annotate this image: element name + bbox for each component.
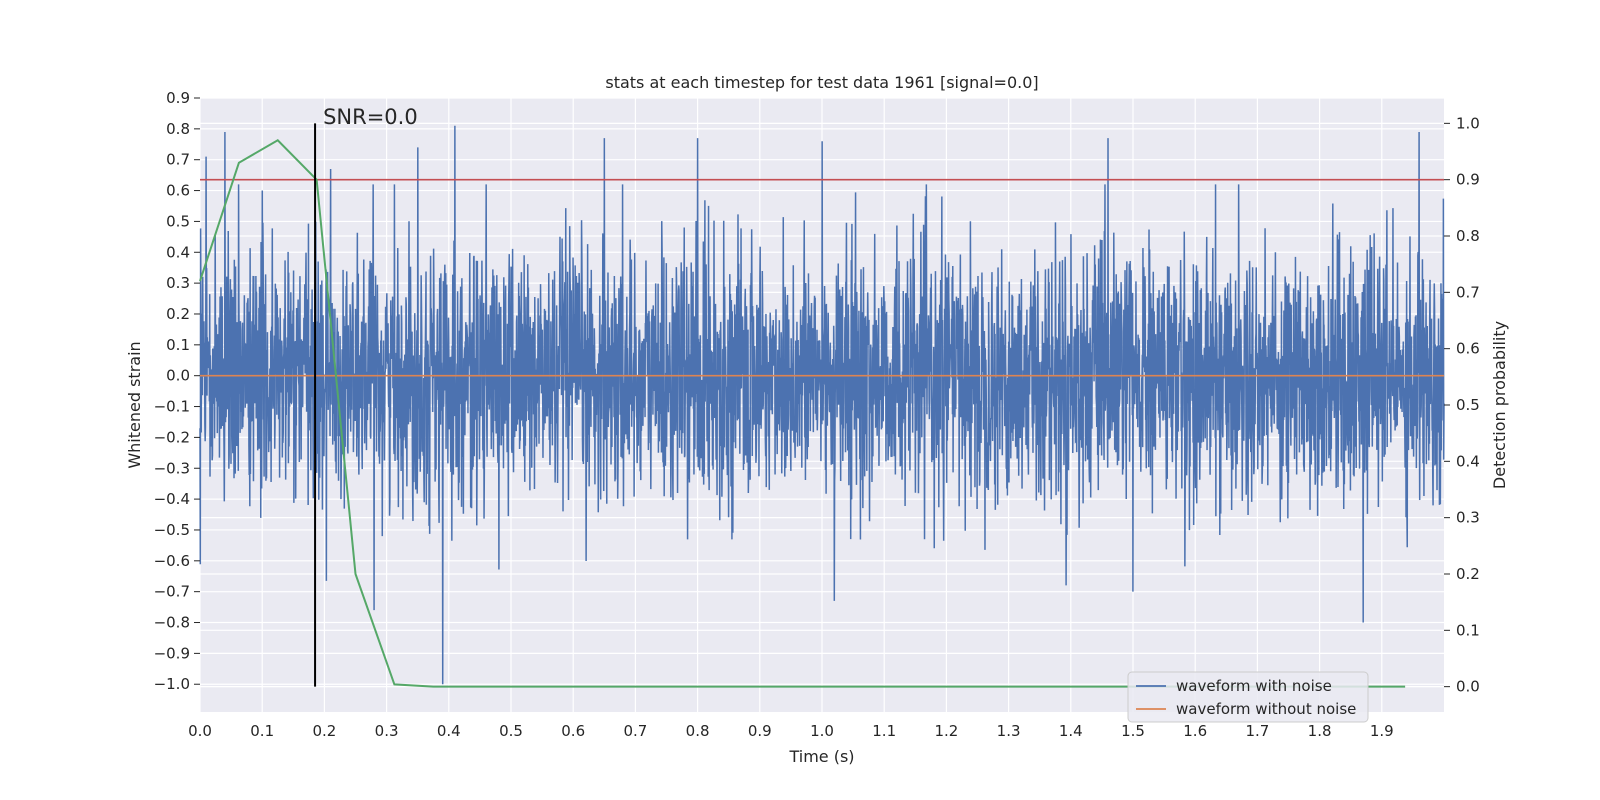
y-tick-label: −0.5 <box>154 521 190 539</box>
y-tick-label: −0.4 <box>154 490 190 508</box>
y2-tick-label: 0.1 <box>1456 621 1480 639</box>
y2-tick-label: 0.6 <box>1456 340 1480 358</box>
x-tick-label: 1.3 <box>997 722 1021 740</box>
x-tick-label: 0.2 <box>312 722 336 740</box>
y2-axis-label: Detection probability <box>1490 321 1509 489</box>
y-tick-label: −0.2 <box>154 428 190 446</box>
y-tick-label: −0.8 <box>154 614 190 632</box>
y-tick-label: 0.7 <box>166 151 190 169</box>
x-tick-label: 0.5 <box>499 722 523 740</box>
x-tick-label: 1.7 <box>1245 722 1269 740</box>
x-tick-label: 1.1 <box>872 722 896 740</box>
y2-tick-label: 0.0 <box>1456 678 1480 696</box>
y-tick-label: 0.9 <box>166 89 190 107</box>
x-tick-label: 1.0 <box>810 722 834 740</box>
y-tick-label: 0.6 <box>166 182 190 200</box>
y-tick-label: 0.2 <box>166 305 190 323</box>
y2-tick-label: 0.8 <box>1456 227 1480 245</box>
y-tick-label: −0.3 <box>154 459 190 477</box>
y2-tick-label: 0.5 <box>1456 396 1480 414</box>
x-tick-label: 0.3 <box>375 722 399 740</box>
x-tick-label: 1.2 <box>934 722 958 740</box>
legend-entry: waveform without noise <box>1176 700 1356 718</box>
legend: waveform with noise waveform without nois… <box>1127 671 1369 723</box>
x-tick-label: 0.0 <box>188 722 212 740</box>
x-tick-label: 0.9 <box>748 722 772 740</box>
x-tick-label: 1.5 <box>1121 722 1145 740</box>
y-tick-label: 0.5 <box>166 212 190 230</box>
y-tick-label: 0.8 <box>166 120 190 138</box>
y-tick-label: −0.9 <box>154 644 190 662</box>
x-tick-label: 0.8 <box>686 722 710 740</box>
y-tick-label: −0.1 <box>154 398 190 416</box>
y2-tick-label: 0.4 <box>1456 452 1480 470</box>
x-tick-label: 0.4 <box>437 722 461 740</box>
y-tick-label: −0.6 <box>154 552 190 570</box>
chart-title: stats at each timestep for test data 196… <box>605 73 1038 92</box>
y-tick-label: 0.4 <box>166 243 190 261</box>
y-tick-label: −0.7 <box>154 583 190 601</box>
legend-entry: waveform with noise <box>1176 677 1332 695</box>
x-tick-label: 1.6 <box>1183 722 1207 740</box>
x-tick-label: 0.6 <box>561 722 585 740</box>
y-axis-left: 0.9 0.8 0.7 0.6 0.5 0.4 0.3 0.2 0.1 0.0 −0.1 −0.2 −0… <box>154 89 200 693</box>
y-tick-label: −1.0 <box>154 675 190 693</box>
y-tick-label: 0.0 <box>166 367 190 385</box>
x-tick-label: 1.8 <box>1308 722 1332 740</box>
y-axis-right: 1.0 0.9 0.8 0.7 0.6 0.5 0.4 0.3 0.2 0.1 0.0 <box>1444 114 1480 696</box>
y2-tick-label: 0.9 <box>1456 171 1480 189</box>
y2-tick-label: 0.7 <box>1456 283 1480 301</box>
x-tick-label: 0.1 <box>250 722 274 740</box>
x-tick-label: 0.7 <box>623 722 647 740</box>
y-axis-label: Whitened strain <box>125 341 144 468</box>
series-layer <box>199 123 1445 688</box>
snr-annotation: SNR=0.0 <box>323 105 418 129</box>
y2-tick-label: 0.3 <box>1456 509 1480 527</box>
x-axis-label: Time (s) <box>788 747 854 766</box>
legend-box <box>1127 671 1369 723</box>
y2-tick-label: 0.2 <box>1456 565 1480 583</box>
y-tick-label: 0.1 <box>166 336 190 354</box>
y-tick-label: 0.3 <box>166 274 190 292</box>
series-waveform-with-noise <box>199 125 1445 685</box>
y2-tick-label: 1.0 <box>1456 114 1480 132</box>
x-tick-label: 1.9 <box>1370 722 1394 740</box>
x-axis: 0.0 0.1 0.2 0.3 0.4 0.5 0.6 0.7 0.8 0.9 1.0 1.1 1.2 1… <box>188 722 1394 740</box>
x-tick-label: 1.4 <box>1059 722 1083 740</box>
